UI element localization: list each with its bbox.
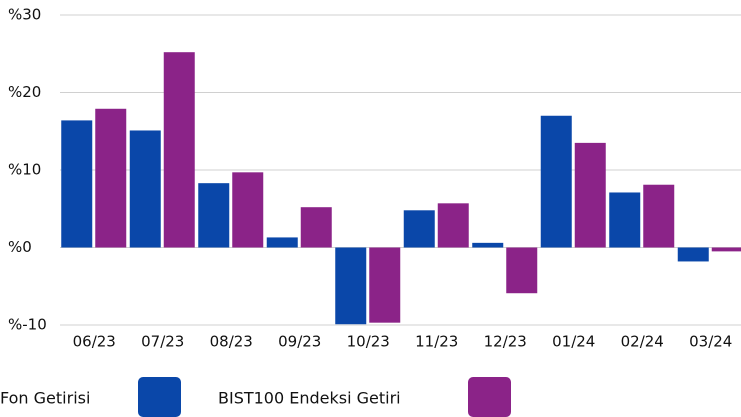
bar	[438, 203, 469, 247]
y-tick-label: %10	[8, 161, 41, 179]
x-tick-label: 08/23	[210, 333, 253, 351]
x-tick-label: 03/24	[689, 333, 732, 351]
y-tick-label: %20	[8, 83, 41, 101]
x-tick-label: 02/24	[621, 333, 664, 351]
bar	[335, 248, 366, 325]
chart: %-10 %0 %10 %20 %30 06/23 07/23 08/23 09/23 10/23…	[0, 0, 741, 417]
bar	[232, 172, 263, 247]
bar	[541, 116, 572, 248]
x-tick-label: 11/23	[415, 333, 458, 351]
bar	[369, 248, 400, 323]
legend-label: Fon Getirisi	[0, 389, 90, 408]
bar	[404, 210, 435, 247]
x-tick-label: 01/24	[552, 333, 595, 351]
legend-swatch	[468, 377, 511, 417]
x-tick-label: 10/23	[347, 333, 390, 351]
legend-swatch	[138, 377, 181, 417]
bar	[61, 120, 92, 247]
bar	[267, 237, 298, 247]
x-tick-label: 06/23	[73, 333, 116, 351]
y-tick-label: %0	[8, 238, 32, 256]
x-tick-label: 07/23	[141, 333, 184, 351]
bar	[643, 185, 674, 248]
bar	[575, 143, 606, 248]
bar	[95, 109, 126, 248]
bar	[472, 243, 503, 248]
x-tick-label: 12/23	[484, 333, 527, 351]
x-tick-label: 09/23	[278, 333, 321, 351]
legend-label: BIST100 Endeksi Getiri	[218, 389, 401, 408]
bar	[506, 248, 537, 294]
bar	[198, 183, 229, 247]
bar	[609, 192, 640, 247]
bar	[712, 248, 741, 252]
bar	[164, 52, 195, 247]
y-tick-label: %-10	[8, 316, 47, 334]
bar	[130, 130, 161, 247]
bar	[678, 248, 709, 262]
y-tick-label: %30	[8, 6, 41, 24]
bar	[301, 207, 332, 247]
